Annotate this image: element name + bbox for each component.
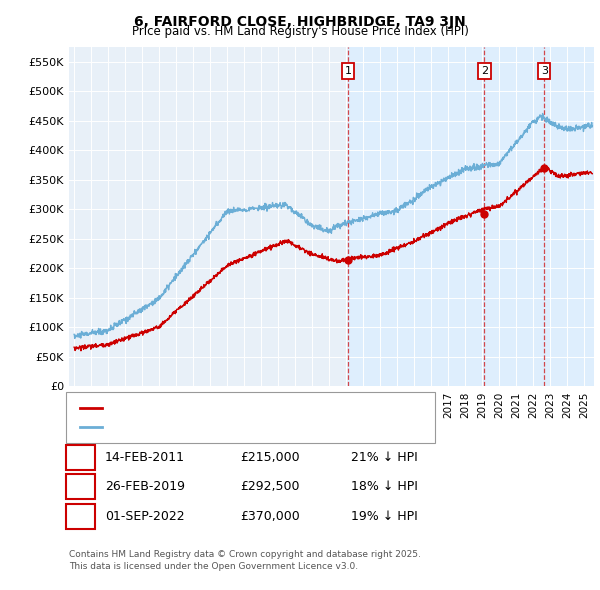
Text: 26-FEB-2019: 26-FEB-2019 (105, 480, 185, 493)
Text: 19% ↓ HPI: 19% ↓ HPI (351, 510, 418, 523)
Text: HPI: Average price, detached house, Somerset: HPI: Average price, detached house, Some… (107, 422, 350, 432)
Text: 2: 2 (76, 480, 85, 493)
Text: Contains HM Land Registry data © Crown copyright and database right 2025.
This d: Contains HM Land Registry data © Crown c… (69, 550, 421, 571)
Text: 6, FAIRFORD CLOSE, HIGHBRIDGE, TA9 3JN: 6, FAIRFORD CLOSE, HIGHBRIDGE, TA9 3JN (134, 15, 466, 29)
Text: 14-FEB-2011: 14-FEB-2011 (105, 451, 185, 464)
Text: 21% ↓ HPI: 21% ↓ HPI (351, 451, 418, 464)
Text: 1: 1 (344, 66, 352, 76)
Text: 01-SEP-2022: 01-SEP-2022 (105, 510, 185, 523)
Text: 1: 1 (76, 451, 85, 464)
Text: 6, FAIRFORD CLOSE, HIGHBRIDGE, TA9 3JN (detached house): 6, FAIRFORD CLOSE, HIGHBRIDGE, TA9 3JN (… (107, 403, 424, 412)
Text: £370,000: £370,000 (240, 510, 300, 523)
Text: 3: 3 (76, 510, 85, 523)
Bar (347, 47, 600, 386)
Text: 2: 2 (481, 66, 488, 76)
Text: 18% ↓ HPI: 18% ↓ HPI (351, 480, 418, 493)
Text: 3: 3 (541, 66, 548, 76)
Text: £215,000: £215,000 (240, 451, 299, 464)
Text: £292,500: £292,500 (240, 480, 299, 493)
Text: Price paid vs. HM Land Registry's House Price Index (HPI): Price paid vs. HM Land Registry's House … (131, 25, 469, 38)
